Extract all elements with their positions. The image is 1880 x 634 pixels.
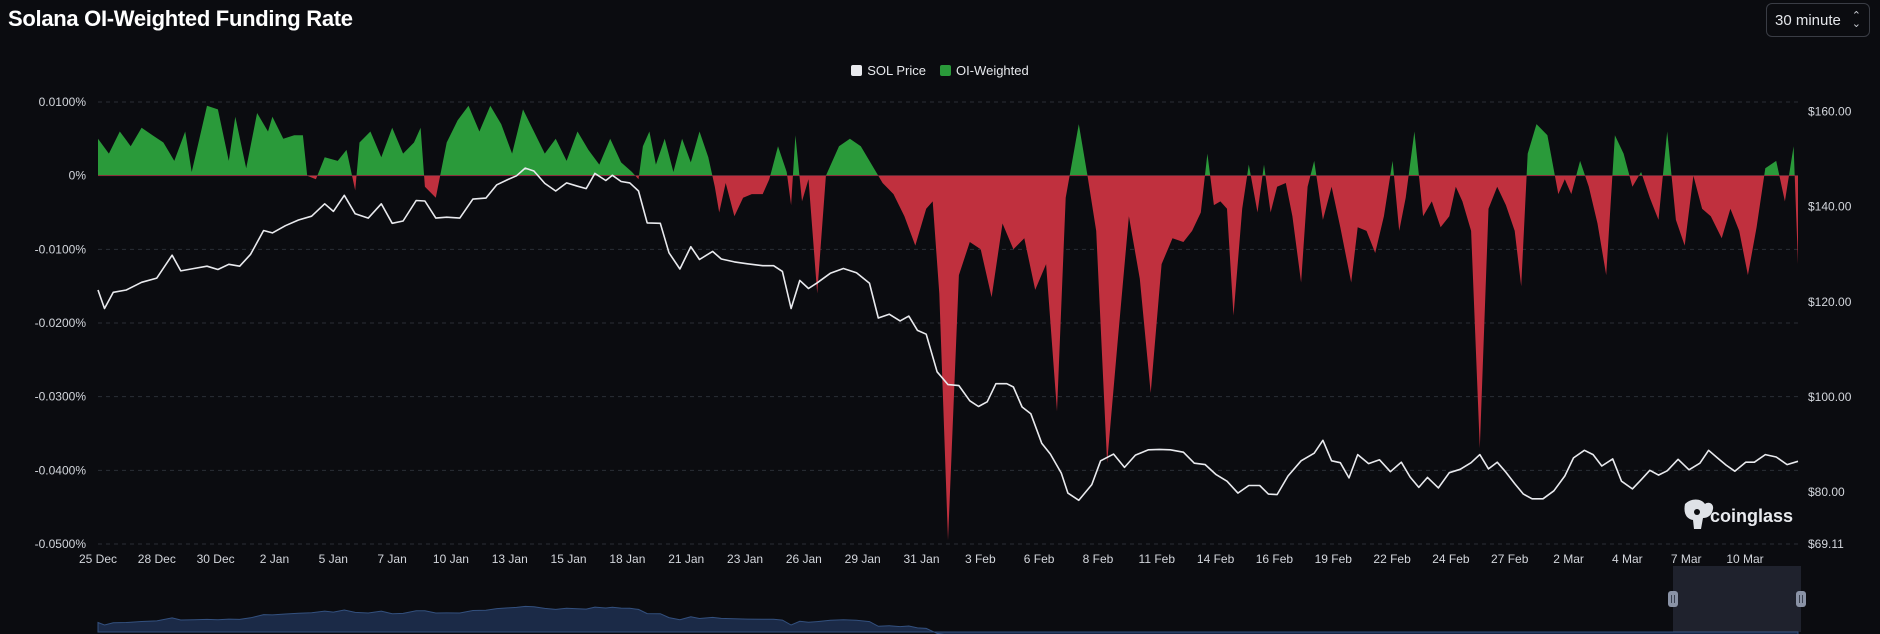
- x-tick: 18 Jan: [609, 552, 645, 566]
- x-tick: 27 Feb: [1491, 552, 1529, 566]
- x-tick: 22 Feb: [1373, 552, 1411, 566]
- y-left-tick: -0.0500%: [35, 537, 87, 551]
- x-tick: 15 Jan: [551, 552, 587, 566]
- y-axis-left: 0.0100% 0% -0.0100% -0.0200% -0.0300% -0.0400…: [35, 95, 87, 551]
- x-tick: 13 Jan: [492, 552, 528, 566]
- x-tick: 11 Feb: [1139, 552, 1176, 566]
- chevron-up-down-icon: ⌃ ⌄: [1851, 10, 1861, 30]
- x-tick: 29 Jan: [845, 552, 881, 566]
- x-tick: 14 Feb: [1197, 552, 1235, 566]
- range-navigator[interactable]: [97, 566, 1806, 634]
- x-tick: 2 Mar: [1553, 552, 1584, 566]
- x-tick: 24 Feb: [1432, 552, 1470, 566]
- x-tick: 23 Jan: [727, 552, 763, 566]
- legend-item-oi-weighted[interactable]: OI-Weighted: [940, 63, 1029, 78]
- y-left-tick: -0.0400%: [35, 463, 87, 477]
- x-tick: 10 Mar: [1726, 552, 1763, 566]
- x-tick: 28 Dec: [138, 552, 176, 566]
- funding-rate-areas: [98, 105, 1798, 541]
- x-tick: 5 Jan: [319, 552, 348, 566]
- y-right-tick: $69.11: [1808, 537, 1844, 551]
- handle-grip[interactable]: [1668, 591, 1678, 607]
- x-tick: 30 Dec: [197, 552, 235, 566]
- x-tick: 3 Feb: [965, 552, 996, 566]
- x-axis: 25 Dec 28 Dec 30 Dec 2 Jan 5 Jan 7 Jan 10 Jan 1…: [79, 552, 1764, 566]
- y-left-tick: -0.0200%: [35, 316, 87, 330]
- x-tick: 16 Feb: [1256, 552, 1294, 566]
- funding-area-positive: [98, 105, 1795, 175]
- x-tick: 26 Jan: [786, 552, 822, 566]
- handle-grip[interactable]: [1796, 591, 1806, 607]
- x-tick: 2 Jan: [260, 552, 289, 566]
- sol-price-line: [97, 167, 1799, 502]
- x-tick: 31 Jan: [903, 552, 939, 566]
- y-left-tick: 0%: [69, 169, 87, 183]
- legend-swatch-oi-weighted: [940, 65, 951, 76]
- y-left-tick: -0.0100%: [35, 242, 87, 256]
- coinglass-icon: [1684, 499, 1714, 529]
- y-right-tick: $100.00: [1808, 390, 1852, 404]
- legend-label-sol-price: SOL Price: [867, 63, 926, 78]
- navigator-handle-left[interactable]: [1668, 591, 1678, 607]
- x-tick: 8 Feb: [1083, 552, 1114, 566]
- interval-select-value: 30 minute: [1775, 11, 1841, 29]
- y-left-tick: 0.0100%: [39, 95, 87, 109]
- x-tick: 7 Jan: [377, 552, 406, 566]
- y-right-tick: $80.00: [1808, 485, 1845, 499]
- x-tick: 4 Mar: [1612, 552, 1643, 566]
- x-tick: 21 Jan: [668, 552, 704, 566]
- y-right-tick: $120.00: [1808, 295, 1852, 309]
- legend-label-oi-weighted: OI-Weighted: [956, 63, 1029, 78]
- price-line-layer: [97, 167, 1799, 502]
- interval-select[interactable]: 30 minute ⌃ ⌄: [1766, 3, 1870, 37]
- navigator-area: [97, 605, 1799, 634]
- x-tick: 7 Mar: [1671, 552, 1702, 566]
- brand-text: coinglass: [1710, 506, 1793, 526]
- y-right-tick: $140.00: [1808, 200, 1852, 214]
- legend-item-sol-price[interactable]: SOL Price: [851, 63, 926, 78]
- y-right-tick: $160.00: [1808, 105, 1852, 119]
- chart-legend: SOL Price OI-Weighted: [0, 63, 1880, 78]
- x-tick: 25 Dec: [79, 552, 117, 566]
- y-axis-right: $160.00 $140.00 $120.00 $100.00 $80.00 $69.11: [1808, 105, 1852, 551]
- y-left-tick: -0.0300%: [35, 390, 87, 404]
- navigator-handle-right[interactable]: [1796, 591, 1806, 607]
- x-tick: 10 Jan: [433, 552, 469, 566]
- x-tick: 6 Feb: [1024, 552, 1055, 566]
- legend-swatch-sol-price: [851, 65, 863, 76]
- coinglass-logo: coinglass: [1684, 499, 1793, 529]
- funding-area-negative: [98, 175, 1798, 541]
- page-title: Solana OI-Weighted Funding Rate: [8, 6, 353, 31]
- navigator-selection[interactable]: [1673, 566, 1801, 632]
- x-tick: 19 Feb: [1315, 552, 1353, 566]
